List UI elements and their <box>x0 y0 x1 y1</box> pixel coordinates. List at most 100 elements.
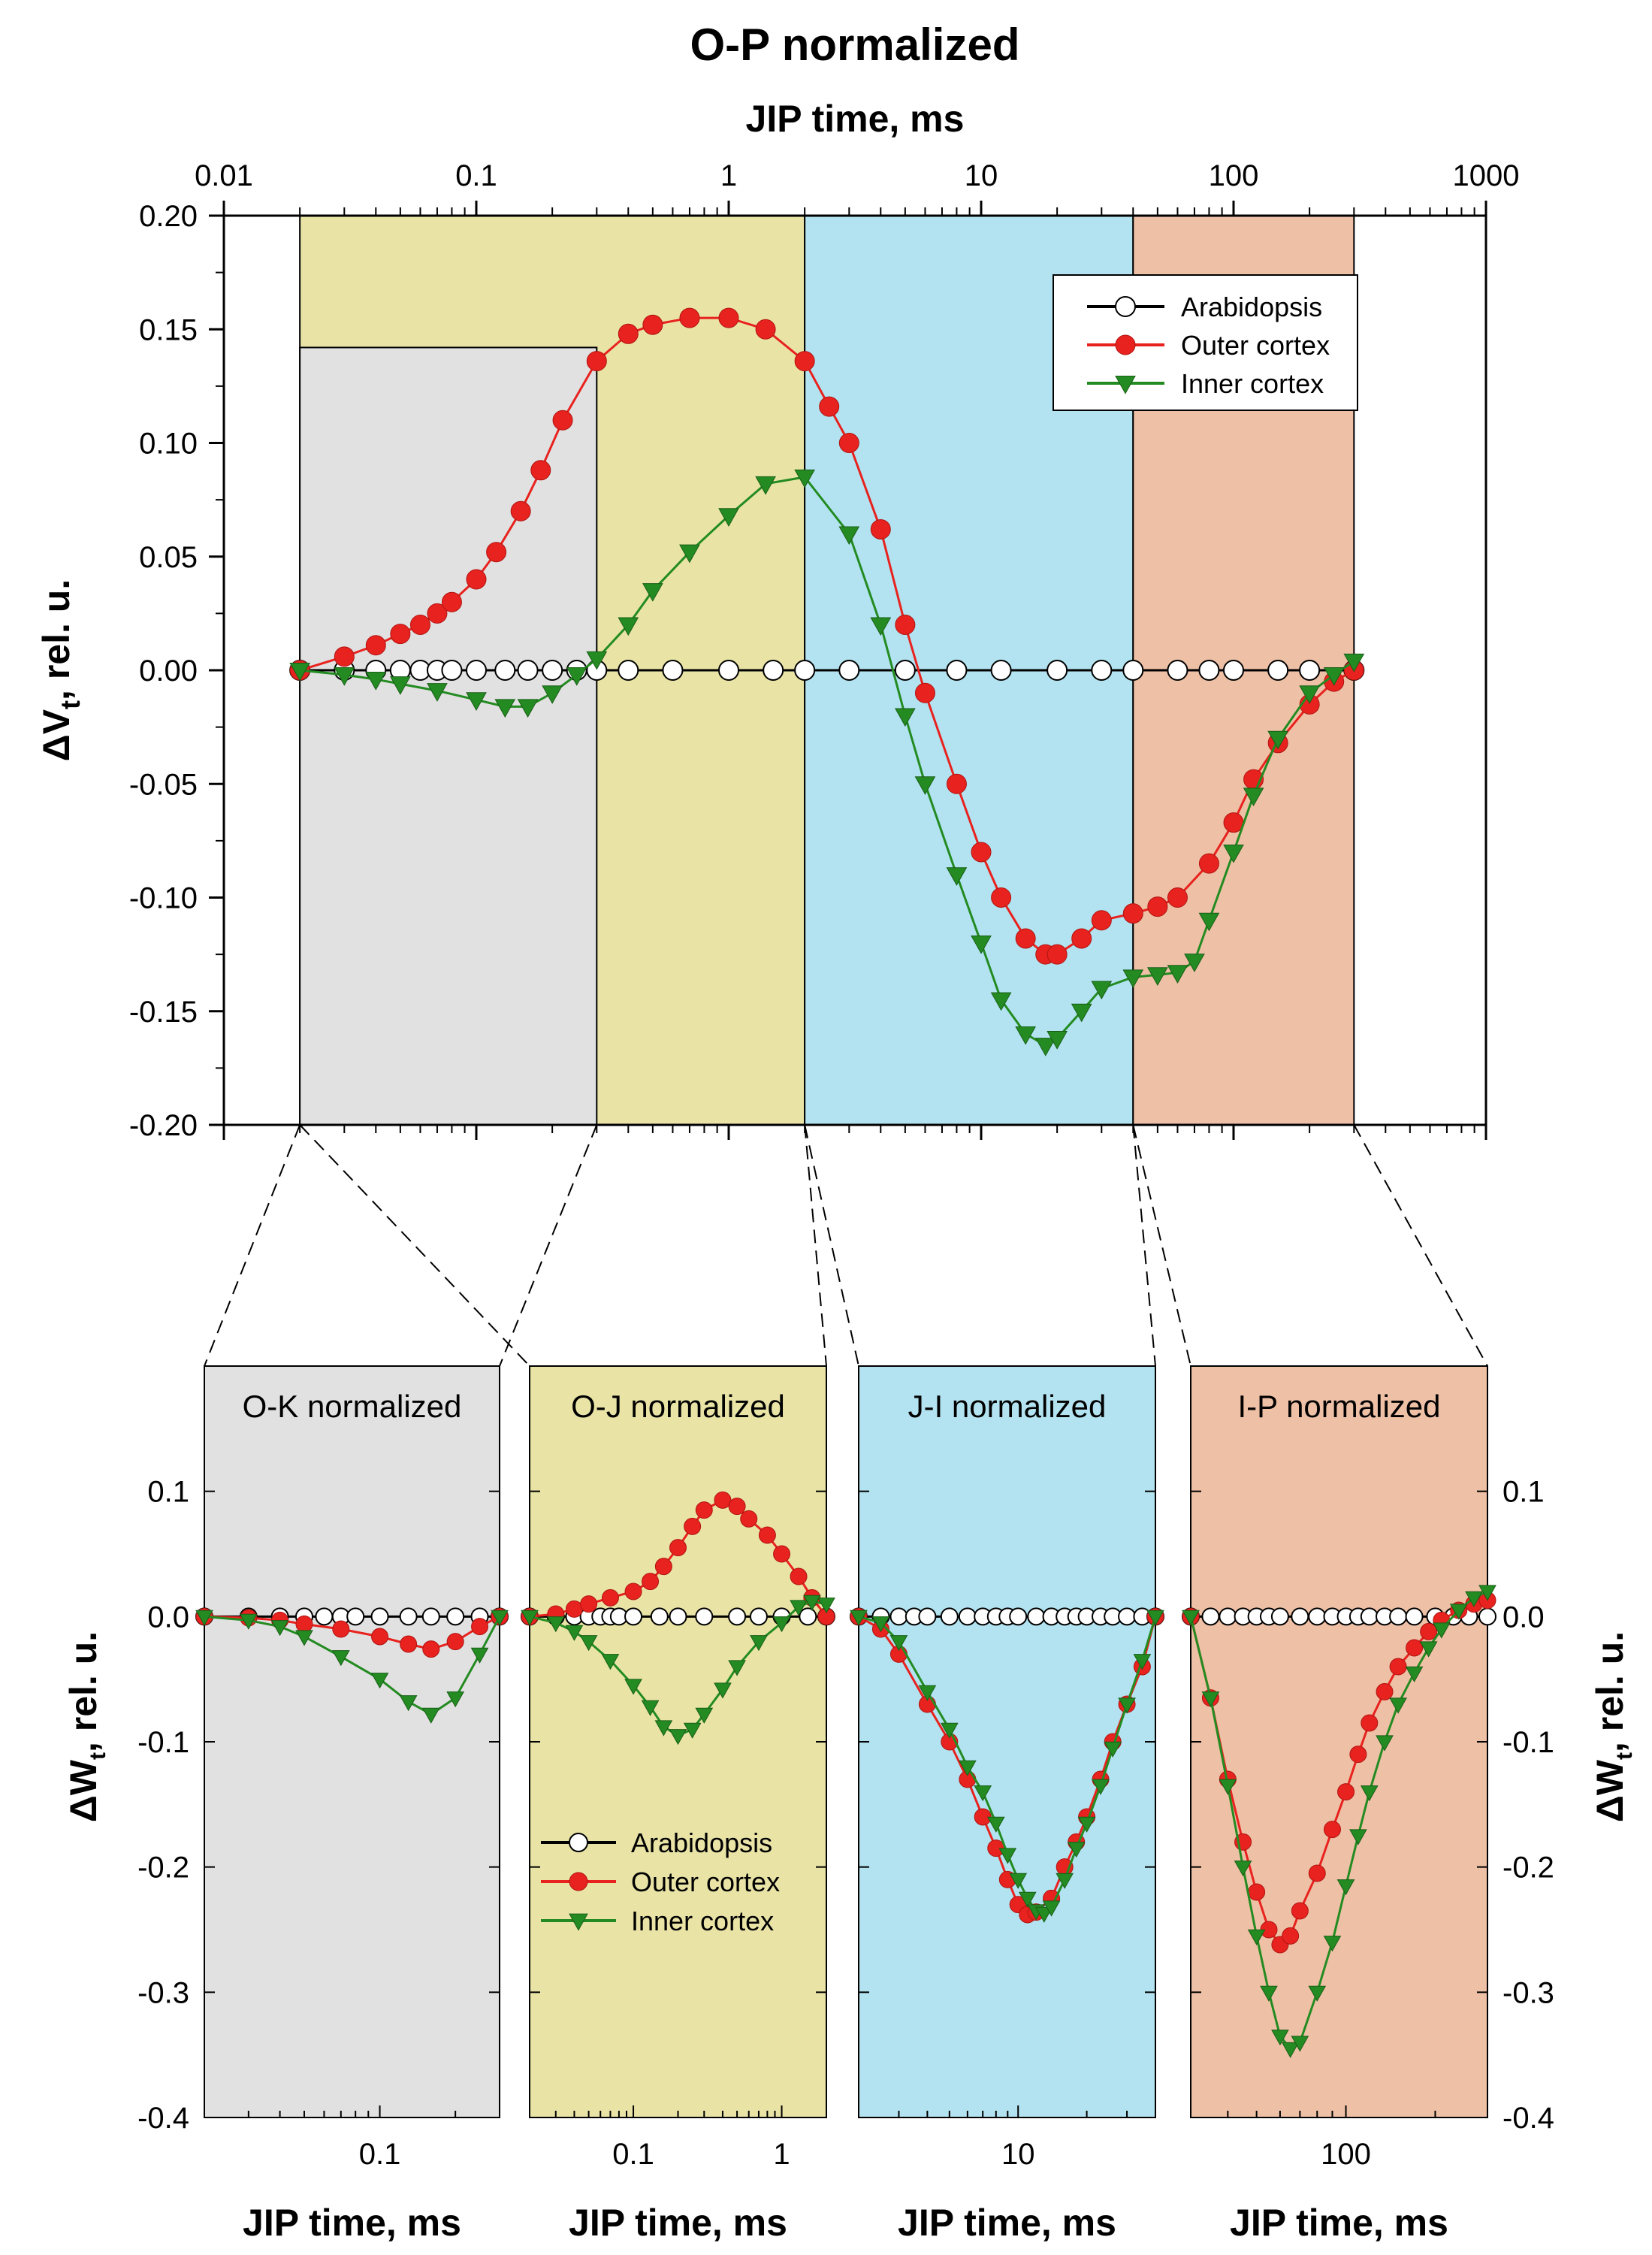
data-point <box>669 1607 687 1626</box>
zoom-connector-line <box>804 1124 827 1367</box>
data-point <box>1118 1607 1137 1626</box>
x-tick-label: 10 <box>1001 2138 1035 2171</box>
data-point <box>1323 667 1345 686</box>
data-point <box>971 935 992 954</box>
data-point <box>1308 1607 1327 1626</box>
data-point <box>400 1635 418 1653</box>
data-point <box>1198 660 1220 681</box>
data-point <box>624 1607 643 1626</box>
data-point <box>772 1616 791 1633</box>
data-point <box>371 1628 389 1646</box>
data-point <box>441 591 462 612</box>
x-axis-title: JIP time, ms <box>746 98 965 140</box>
data-point <box>586 651 608 670</box>
data-point <box>790 1567 808 1585</box>
data-point <box>1071 928 1092 949</box>
data-point <box>624 1582 642 1601</box>
x-tick-label: 0.1 <box>612 2138 654 2171</box>
legend-box <box>1053 274 1358 411</box>
data-point <box>946 867 968 886</box>
data-point <box>763 660 784 681</box>
x-axis-title: JIP time, ms <box>243 2202 461 2244</box>
data-point <box>1046 1030 1068 1050</box>
data-point <box>399 1695 418 1712</box>
data-point <box>728 1660 746 1676</box>
data-point <box>971 842 992 863</box>
data-point <box>803 1595 821 1611</box>
data-point <box>1167 887 1188 908</box>
data-point <box>421 1707 440 1724</box>
data-point <box>1267 730 1289 750</box>
y-tick-label-left: 0.1 <box>147 1476 189 1509</box>
panel-ji: 10 J-I normalized JIP time, ms <box>850 1365 1164 2244</box>
data-point <box>1015 928 1036 949</box>
data-point <box>838 433 859 453</box>
panel-ok: 0.1 O-K normalized JIP time, ms <box>195 1365 509 2244</box>
data-point <box>889 1635 908 1652</box>
y-tick-label: 0.00 <box>139 654 198 688</box>
data-point <box>1271 2030 1289 2046</box>
data-point <box>695 1607 714 1626</box>
data-point <box>940 1607 959 1626</box>
y-axis-title-suffix: , rel. u. <box>35 579 77 700</box>
data-point <box>1118 1697 1136 1714</box>
data-point <box>332 1620 350 1638</box>
data-point <box>695 1501 713 1519</box>
data-point <box>642 314 663 335</box>
data-point <box>1389 1607 1408 1626</box>
data-point <box>740 1510 758 1528</box>
y-axis-title-suffix: , rel. u. <box>62 1631 104 1752</box>
data-point <box>718 307 739 328</box>
data-point <box>1260 1985 1278 2002</box>
x-tick-label: 100 <box>1321 2138 1371 2171</box>
data-point <box>946 773 967 794</box>
data-point <box>642 1573 660 1591</box>
data-point <box>1282 1927 1300 1945</box>
data-point <box>1376 1682 1394 1700</box>
x-tick-label: 10 <box>965 159 998 192</box>
y-axis-title-main: ΔW <box>62 1759 104 1822</box>
data-point <box>601 1588 619 1607</box>
data-point <box>471 1618 489 1636</box>
y-tick-label: 0.15 <box>139 313 198 346</box>
data-point <box>1343 653 1365 673</box>
data-point <box>914 776 936 795</box>
data-point <box>1308 1985 1327 2002</box>
data-point <box>1405 1607 1424 1626</box>
data-point <box>1092 1779 1110 1795</box>
data-point <box>1478 1585 1496 1601</box>
data-point <box>466 569 487 590</box>
data-point <box>517 660 539 681</box>
data-point <box>654 1558 672 1576</box>
data-point <box>773 1545 791 1563</box>
data-point <box>390 676 411 695</box>
data-point <box>654 1720 673 1737</box>
panel-title: J-I normalized <box>908 1389 1107 1424</box>
legend-label: Outer cortex <box>631 1867 780 1897</box>
data-point <box>1299 685 1320 704</box>
data-point <box>819 396 840 417</box>
data-point <box>331 1650 350 1667</box>
x-axis-title: JIP time, ms <box>1230 2202 1448 2244</box>
data-point <box>1056 1873 1074 1889</box>
data-point <box>1291 1902 1309 1920</box>
data-point <box>542 660 563 681</box>
y-axis-title-main: ΔW <box>1589 1759 1631 1822</box>
data-point <box>1223 660 1244 681</box>
data-point <box>365 635 386 656</box>
data-point <box>1360 1607 1379 1626</box>
data-point <box>427 603 448 624</box>
panel-title: I-P normalized <box>1237 1389 1440 1424</box>
data-point <box>790 1600 808 1616</box>
y-tick-label: 0.05 <box>139 541 198 574</box>
legend-small: Arabidopsis Outer cortex Inner cortex <box>541 1827 780 1936</box>
data-point <box>1419 1641 1438 1658</box>
zoom-connector-line <box>204 1124 301 1367</box>
y-axis-title-main: ΔV <box>35 709 77 761</box>
data-point <box>486 542 507 563</box>
data-point <box>871 1616 890 1633</box>
data-point <box>390 624 411 645</box>
data-point <box>1248 1883 1266 1901</box>
data-point <box>894 660 916 681</box>
data-point <box>517 699 539 718</box>
